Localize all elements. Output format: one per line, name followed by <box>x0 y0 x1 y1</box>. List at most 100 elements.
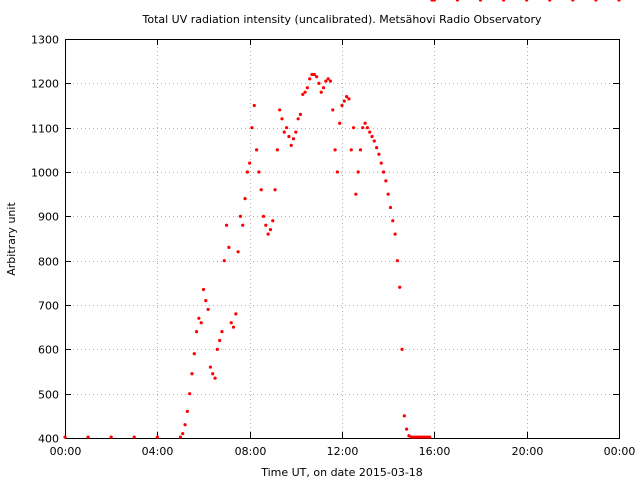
data-point <box>181 431 185 436</box>
data-point <box>345 95 349 99</box>
ticks: 00:00 04:00 08:00 12:00 16:00 20:00 00:0040050… <box>31 34 635 459</box>
data-point <box>298 112 303 116</box>
data-point <box>259 188 263 192</box>
data-point <box>280 117 284 121</box>
data-point <box>425 435 430 439</box>
data-point <box>303 90 307 94</box>
data-point <box>229 321 233 325</box>
data-point <box>204 298 208 303</box>
data-point <box>201 287 206 292</box>
data-point <box>432 0 436 2</box>
data-point <box>199 321 203 325</box>
data-point <box>418 435 423 439</box>
data-point <box>194 330 199 334</box>
x-tick-label: 20:00 <box>512 445 544 458</box>
x-tick-label: 08:00 <box>235 445 267 458</box>
data-point <box>377 152 381 156</box>
x-tick-label: 04:00 <box>142 445 174 458</box>
data-point <box>250 126 254 130</box>
data-point <box>384 179 388 183</box>
data-point <box>192 352 196 356</box>
data-point <box>478 0 483 2</box>
data-point <box>356 170 360 174</box>
data-point <box>63 435 67 439</box>
data-point <box>190 372 194 376</box>
data-point <box>289 143 293 147</box>
data-point <box>271 219 275 223</box>
data-point <box>252 103 256 108</box>
data-point <box>248 161 252 165</box>
data-point <box>213 376 217 380</box>
data-point <box>416 435 420 439</box>
data-point <box>257 170 261 174</box>
data-point <box>400 347 404 351</box>
data-point <box>315 75 319 79</box>
x-tick-label: 12:00 <box>327 445 359 458</box>
data-point <box>423 435 427 439</box>
data-point <box>338 121 342 125</box>
data-point <box>326 77 330 81</box>
data-point <box>266 232 270 236</box>
data-point <box>215 347 219 351</box>
data-point <box>238 214 243 218</box>
data-point <box>548 0 552 2</box>
data-point <box>409 435 413 439</box>
data-point <box>109 435 113 439</box>
x-tick-label: 00:00 <box>604 445 636 458</box>
y-tick-label: 800 <box>38 256 59 269</box>
data-point <box>342 99 346 103</box>
data-point <box>261 214 266 218</box>
data-point <box>372 139 376 143</box>
x-axis-label: Time UT, on date 2015-03-18 <box>260 466 423 479</box>
data-point <box>241 223 245 227</box>
y-tick-label: 600 <box>38 344 59 357</box>
data-point <box>185 409 189 413</box>
data-point <box>178 435 183 439</box>
data-point <box>278 108 282 112</box>
data-point <box>395 259 399 263</box>
data-point <box>455 0 460 2</box>
y-tick-label: 700 <box>38 300 59 313</box>
data-point <box>132 435 136 439</box>
data-point <box>301 92 305 97</box>
data-point <box>361 126 365 130</box>
data-point <box>294 130 298 134</box>
data-point <box>236 250 240 254</box>
data-point <box>335 170 339 174</box>
data-point <box>273 188 277 192</box>
data-point <box>291 137 296 141</box>
data-point <box>324 79 328 83</box>
data-point <box>296 117 300 121</box>
data-point <box>414 435 418 439</box>
chart-title: Total UV radiation intensity (uncalibrat… <box>142 13 542 26</box>
data-point <box>411 435 416 439</box>
data-point <box>305 86 309 90</box>
data-point <box>208 365 213 369</box>
data-point <box>243 197 247 201</box>
data-point <box>421 435 425 439</box>
data-point <box>358 148 363 152</box>
data-point <box>86 435 90 439</box>
data-point <box>264 223 268 227</box>
data-point <box>354 192 358 196</box>
data-point <box>227 245 231 249</box>
data-point <box>365 126 369 130</box>
y-tick-label: 400 <box>38 433 59 446</box>
data-points <box>63 0 621 439</box>
data-point <box>351 126 356 130</box>
data-point <box>594 0 598 2</box>
data-point <box>188 392 192 396</box>
data-point <box>381 170 386 174</box>
data-point <box>308 77 312 81</box>
y-tick-label: 1200 <box>31 78 59 91</box>
y-axis-label: Arbitrary unit <box>5 202 18 276</box>
data-point <box>370 134 374 139</box>
data-point <box>331 108 335 112</box>
data-point <box>328 79 333 83</box>
data-point <box>183 423 187 427</box>
data-point <box>275 148 279 152</box>
y-tick-label: 500 <box>38 389 59 402</box>
data-point <box>363 121 367 125</box>
data-point <box>333 148 337 152</box>
data-point <box>347 97 351 101</box>
